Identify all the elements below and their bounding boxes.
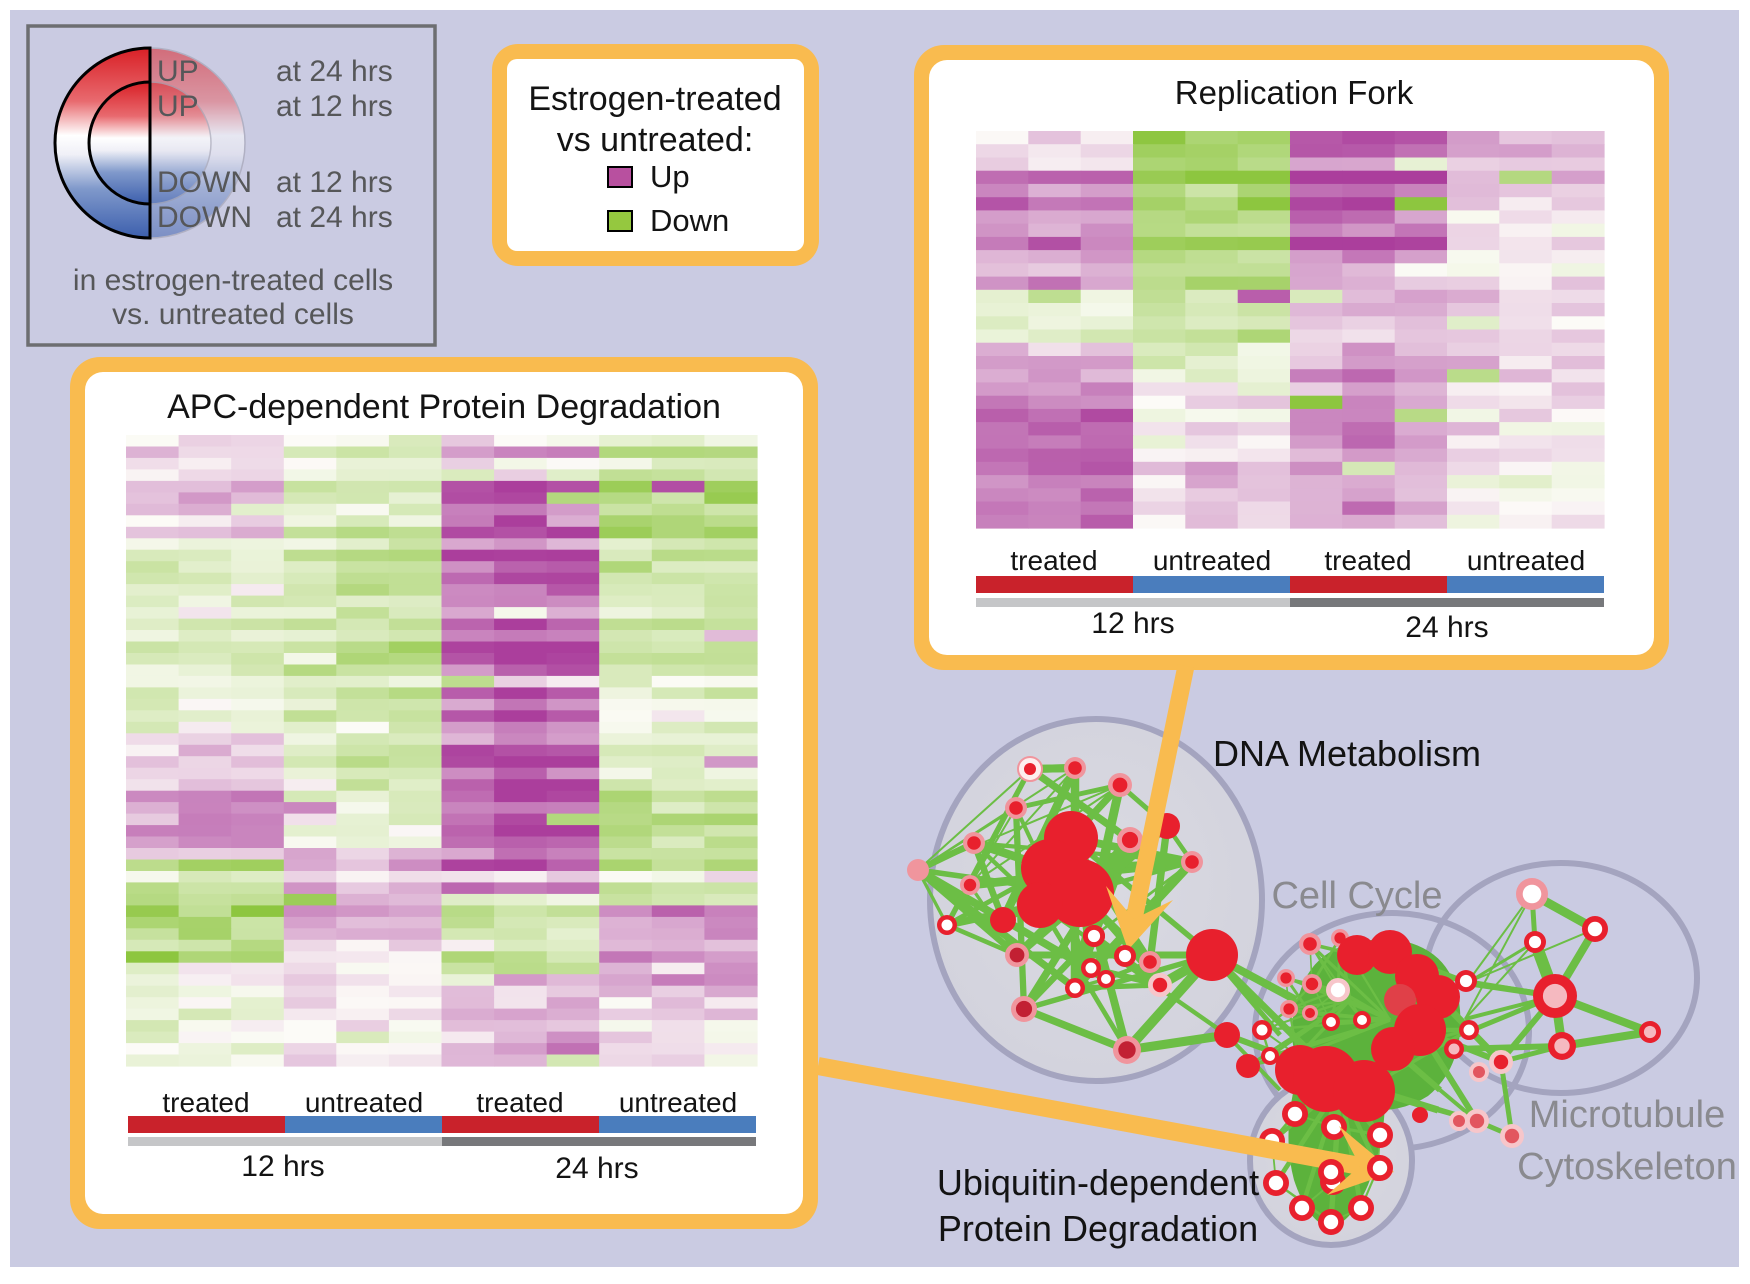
svg-text:treated: treated xyxy=(162,1087,249,1118)
svg-text:DOWN: DOWN xyxy=(157,201,252,234)
svg-text:treated: treated xyxy=(476,1087,563,1118)
svg-text:treated: treated xyxy=(1010,545,1097,576)
svg-text:untreated: untreated xyxy=(1467,545,1585,576)
svg-text:at 12 hrs: at 12 hrs xyxy=(276,90,393,123)
svg-text:in estrogen-treated cells: in estrogen-treated cells xyxy=(73,264,393,297)
svg-text:treated: treated xyxy=(1324,545,1411,576)
svg-text:untreated: untreated xyxy=(305,1087,423,1118)
svg-text:at 12 hrs: at 12 hrs xyxy=(276,166,393,199)
svg-text:24 hrs: 24 hrs xyxy=(1405,611,1488,644)
svg-text:vs. untreated cells: vs. untreated cells xyxy=(112,298,354,331)
svg-text:Cytoskeleton: Cytoskeleton xyxy=(1517,1146,1737,1188)
svg-text:12 hrs: 12 hrs xyxy=(1091,607,1174,640)
svg-text:APC-dependent Protein Degradat: APC-dependent Protein Degradation xyxy=(167,388,721,426)
svg-text:Replication Fork: Replication Fork xyxy=(1175,74,1414,111)
svg-text:at 24 hrs: at 24 hrs xyxy=(276,55,393,88)
svg-text:Ubiquitin-dependent: Ubiquitin-dependent xyxy=(937,1162,1259,1203)
svg-text:12 hrs: 12 hrs xyxy=(241,1150,324,1183)
svg-text:Estrogen-treated: Estrogen-treated xyxy=(528,80,781,118)
svg-text:vs untreated:: vs untreated: xyxy=(557,121,754,159)
svg-text:at 24 hrs: at 24 hrs xyxy=(276,201,393,234)
svg-text:Up: Up xyxy=(650,159,690,194)
svg-text:UP: UP xyxy=(157,55,199,88)
svg-text:Protein Degradation: Protein Degradation xyxy=(938,1208,1258,1249)
svg-text:UP: UP xyxy=(157,90,199,123)
svg-text:Cell Cycle: Cell Cycle xyxy=(1271,875,1442,917)
svg-text:Down: Down xyxy=(650,203,729,238)
svg-text:untreated: untreated xyxy=(1153,545,1271,576)
svg-text:untreated: untreated xyxy=(619,1087,737,1118)
svg-text:24 hrs: 24 hrs xyxy=(555,1152,638,1185)
svg-text:Microtubule: Microtubule xyxy=(1529,1094,1725,1136)
svg-text:DOWN: DOWN xyxy=(157,166,252,199)
svg-text:DNA Metabolism: DNA Metabolism xyxy=(1213,733,1481,774)
